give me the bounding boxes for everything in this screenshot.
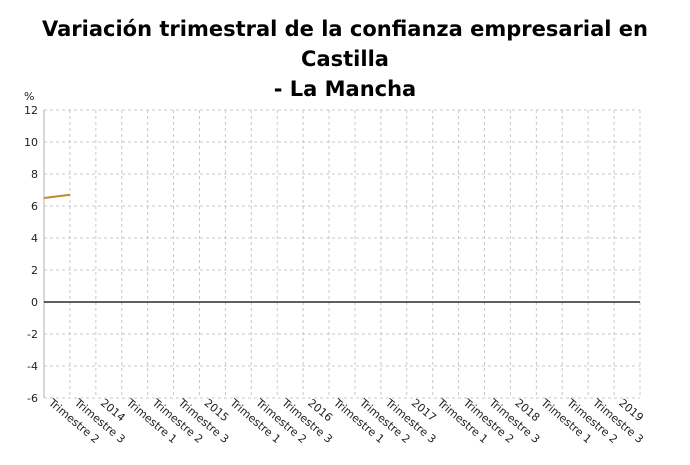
y-tick-label-3: 6 xyxy=(31,200,38,213)
y-tick-label-2: 8 xyxy=(31,168,38,181)
y-tick-label-1: 10 xyxy=(24,136,38,149)
y-axis-ticks: 12 10 8 6 4 2 0 -2 -4 -6 xyxy=(24,104,38,405)
chart-title: Variación trimestral de la confianza emp… xyxy=(0,14,690,104)
series-line-0 xyxy=(43,193,71,199)
y-tick-label-7: -2 xyxy=(27,328,38,341)
chart-title-line-1: Variación trimestral de la confianza emp… xyxy=(42,17,648,71)
series-lines xyxy=(43,193,71,199)
y-tick-label-6: 0 xyxy=(31,296,38,309)
y-axis-unit-label: % xyxy=(24,90,34,103)
y-tick-label-5: 2 xyxy=(31,264,38,277)
y-tick-label-9: -6 xyxy=(27,392,38,405)
gridlines xyxy=(43,109,641,399)
y-tick-label-0: 12 xyxy=(24,104,38,117)
y-tick-label-8: -4 xyxy=(27,360,38,373)
y-tick-label-4: 4 xyxy=(31,232,38,245)
chart-title-line-2: - La Mancha xyxy=(273,77,417,101)
